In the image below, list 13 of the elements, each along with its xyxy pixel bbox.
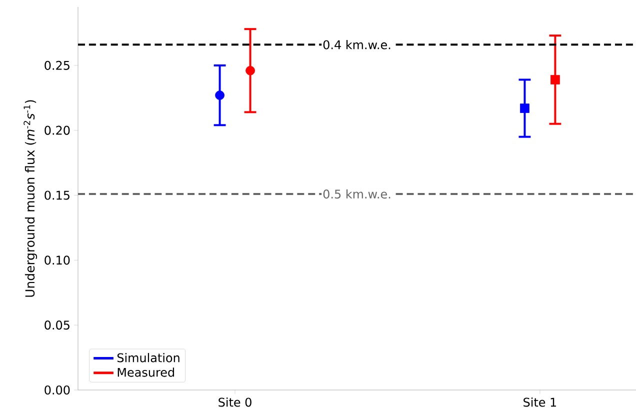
legend-label: Simulation xyxy=(117,353,180,362)
y-tick-label: 0.00 xyxy=(44,385,70,395)
y-axis-title: Underground muon flux (m$^{-2}$s$^{-1}$) xyxy=(24,100,38,297)
y-tick-label: 0.20 xyxy=(44,126,70,135)
y-tick-label: 0.05 xyxy=(44,320,70,330)
legend-label: Measured xyxy=(118,368,174,377)
x-tick-label: Site 1 xyxy=(524,398,556,407)
y-tick-label: 0.25 xyxy=(44,60,70,70)
y-tick-label: 0.15 xyxy=(44,190,70,200)
ref-line-label: 0.5 km.w.e. xyxy=(323,189,390,199)
ref-line-label: 0.4 km.w.e. xyxy=(323,40,390,50)
y-tick-label: 0.10 xyxy=(44,256,70,265)
x-tick-label: Site 0 xyxy=(218,398,252,407)
